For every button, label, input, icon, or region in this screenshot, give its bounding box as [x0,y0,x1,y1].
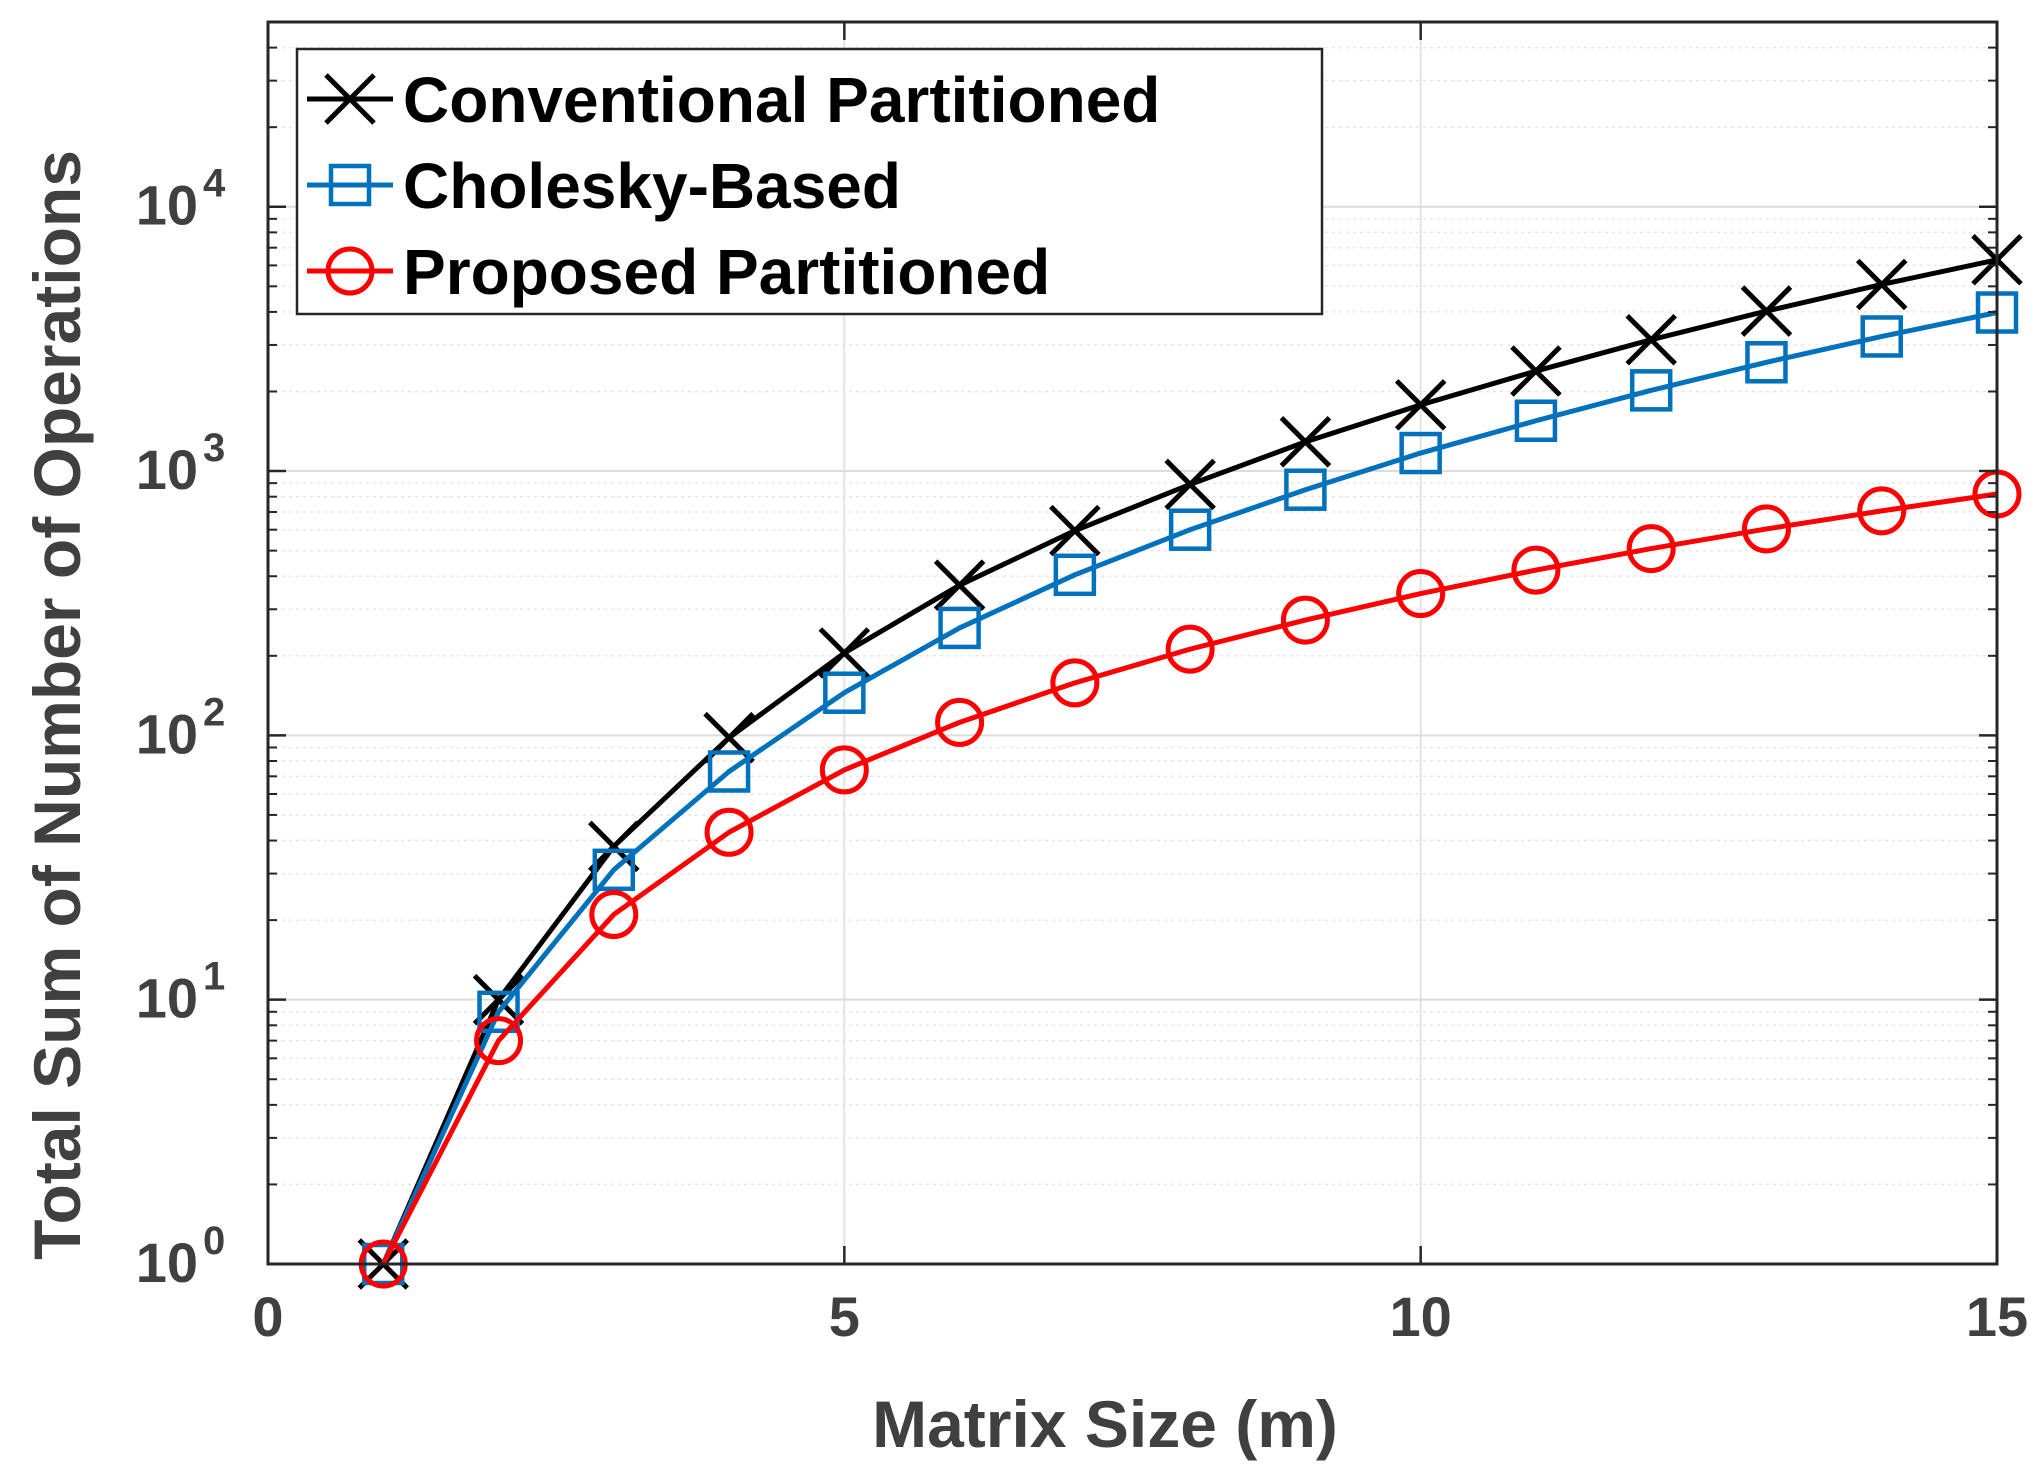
data-point [588,820,640,873]
data-point [589,890,639,940]
marker-stroke [1279,416,1332,468]
marker-stroke [1049,504,1101,557]
data-point [707,750,751,793]
data-point [1626,524,1676,574]
data-point [818,627,871,679]
data-point [1514,399,1558,443]
legend-label: Conventional Partitioned [403,64,1160,136]
marker-stroke [588,820,640,873]
series-3 [358,469,2022,1289]
data-point [1855,258,1908,311]
x-tick-label: 0 [252,1285,283,1348]
data-point [1510,345,1562,397]
marker-stroke [472,973,525,1026]
legend-marker [325,246,375,296]
legend-marker [324,73,376,125]
data-point [938,606,981,650]
data-point [1399,431,1442,475]
data-point [1629,369,1673,412]
data-point [1396,569,1446,619]
marker-stroke [1164,458,1216,511]
y-tick-label-base: 10 [136,438,198,501]
y-tick-label-exponent: 0 [203,1219,225,1263]
data-point [1053,553,1097,597]
y-tick-label-base: 10 [136,174,198,237]
data-point [1280,595,1330,645]
data-point [1279,416,1332,468]
marker-stroke [1740,285,1793,337]
y-tick-label-exponent: 4 [203,162,226,206]
data-point [1165,624,1215,674]
legend-marker [328,163,372,207]
marker-stroke [933,559,986,611]
data-point [704,807,754,857]
legend-entry-2: Cholesky-Based [307,150,901,222]
data-point [1741,504,1791,554]
y-tick-label-base: 10 [136,1231,198,1294]
series-layer [357,234,2023,1290]
marker-stroke [818,627,871,679]
y-tick-label-exponent: 3 [203,426,225,470]
data-point [1050,658,1100,708]
data-point [1511,545,1561,595]
y-tick-label-exponent: 1 [203,955,225,999]
data-point [1857,486,1907,536]
legend-entry-3: Proposed Partitioned [307,236,1050,308]
x-axis-title: Matrix Size (m) [872,1387,1338,1461]
marker-stroke [1394,379,1447,431]
series-line [380,310,1998,1266]
series-1 [357,234,2023,1290]
data-point [592,848,636,892]
data-point [472,973,525,1026]
y-tick-label-base: 10 [136,702,198,765]
data-point [1168,508,1212,551]
y-tick-label-exponent: 2 [203,690,225,734]
marker-stroke [324,73,376,125]
legend: Conventional Partitioned Cholesky-Based Pr… [295,47,1324,316]
data-point [1860,315,1903,358]
marker-stroke [1625,313,1677,366]
data-point [935,697,985,747]
legend-label: Proposed Partitioned [403,236,1050,308]
data-point [1049,504,1101,557]
x-tick-label: 15 [1966,1285,2028,1348]
data-point [823,671,866,714]
data-point [1625,313,1677,366]
legend-entry-1: Conventional Partitioned [307,64,1160,136]
marker-stroke [1855,258,1908,311]
legend-label: Cholesky-Based [403,150,901,222]
legend-box [295,47,1324,316]
y-tick-label-base: 10 [136,967,198,1030]
x-tick-label: 5 [829,1285,860,1348]
data-point [1740,285,1793,337]
data-point [1284,468,1327,511]
data-point [819,745,869,795]
series-line [381,491,1998,1266]
data-point [1164,458,1216,511]
data-point [1394,379,1447,431]
data-point [1745,341,1788,384]
data-point [474,1016,524,1066]
y-axis-title: Total Sum of Number of Operations [20,150,94,1260]
data-point [933,559,986,611]
x-tick-label: 10 [1390,1285,1452,1348]
marker-stroke [1510,345,1562,397]
data-point [477,990,520,1034]
plot-frame [266,20,1999,1266]
